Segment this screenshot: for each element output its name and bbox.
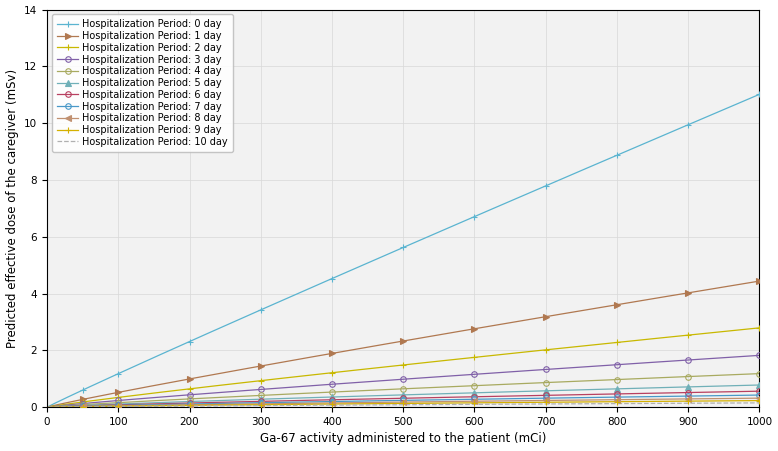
Legend: Hospitalization Period: 0 day, Hospitalization Period: 1 day, Hospitalization Pe: Hospitalization Period: 0 day, Hospitali… xyxy=(52,14,233,152)
Y-axis label: Predicted effective dose of the caregiver (mSv): Predicted effective dose of the caregive… xyxy=(5,69,19,348)
X-axis label: Ga-67 activity administered to the patient (mCi): Ga-67 activity administered to the patie… xyxy=(260,433,546,446)
